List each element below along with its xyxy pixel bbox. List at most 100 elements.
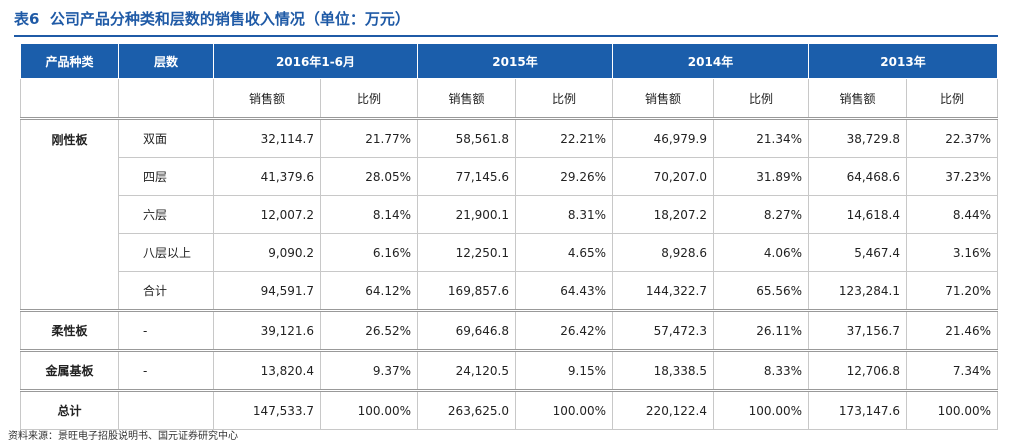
table-title: 表6 公司产品分种类和层数的销售收入情况（单位：万元） [14, 10, 410, 28]
value-cell: 13,820.4 [213, 349, 321, 391]
total-label: 总计 [20, 389, 119, 430]
value-cell: 26.52% [320, 309, 418, 351]
value-cell: 9.15% [515, 349, 613, 391]
value-cell: 46,979.9 [612, 117, 714, 158]
sales-table: 产品种类 层数 2016年1-6月 2015年 2014年 2013年 销售额 比例 销售额 比例… [20, 43, 998, 430]
data-row: 六层 12,007.2 8.14% 21,900.1 8.31% 18,207.2 8.27… [21, 195, 998, 234]
value-cell: 22.37% [906, 117, 998, 158]
value-cell: 6.16% [320, 233, 418, 272]
value-cell: 24,120.5 [417, 349, 516, 391]
value-cell: 21.46% [906, 309, 998, 351]
subheader-cell: 销售额 [213, 78, 321, 119]
value-cell: 7.34% [906, 349, 998, 391]
value-cell: 21,900.1 [417, 195, 516, 234]
value-cell: 70,207.0 [612, 157, 714, 196]
subheader-cell: 比例 [713, 78, 809, 119]
value-cell: 18,338.5 [612, 349, 714, 391]
value-cell: 8.33% [713, 349, 809, 391]
source-note: 资料来源：景旺电子招股说明书、国元证券研究中心 [8, 431, 238, 442]
value-cell: 64.43% [515, 271, 613, 311]
total-row: 总计 147,533.7 100.00% 263,625.0 100.00% 220,12… [20, 389, 998, 430]
data-row: 刚性板 双面 32,114.7 21.77% 58,561.8 22.21% 46,979.… [20, 117, 998, 311]
layer-cell: 八层以上 [118, 233, 214, 272]
layer-cell: 四层 [118, 157, 214, 196]
value-cell: 8.44% [906, 195, 998, 234]
value-cell: 69,646.8 [417, 309, 516, 351]
value-cell: 71.20% [906, 271, 998, 311]
value-cell: 64,468.6 [808, 157, 907, 196]
total-value: 100.00% [320, 389, 418, 430]
value-cell: 8.14% [320, 195, 418, 234]
total-value: 100.00% [713, 389, 809, 430]
value-cell: 32,114.7 [213, 117, 321, 158]
title-rule [14, 35, 998, 37]
value-cell: 64.12% [320, 271, 418, 311]
data-row: 合计 94,591.7 64.12% 169,857.6 64.43% 144,322.7… [21, 271, 998, 311]
value-cell: 26.11% [713, 309, 809, 351]
value-cell: 37.23% [906, 157, 998, 196]
value-cell: 58,561.8 [417, 117, 516, 158]
subheader-cell: 销售额 [612, 78, 714, 119]
header-cell: 2014年 [612, 43, 809, 79]
value-cell: 41,379.6 [213, 157, 321, 196]
total-value: 100.00% [515, 389, 613, 430]
value-cell: 3.16% [906, 233, 998, 272]
value-cell: 37,156.7 [808, 309, 907, 351]
value-cell: 4.65% [515, 233, 613, 272]
value-cell: 21.34% [713, 117, 809, 158]
layer-cell: 双面 [118, 117, 214, 158]
value-cell: 8.31% [515, 195, 613, 234]
value-cell: 77,145.6 [417, 157, 516, 196]
total-value: 263,625.0 [417, 389, 516, 430]
header-cell: 2015年 [417, 43, 613, 79]
value-cell: 14,618.4 [808, 195, 907, 234]
category-cell: 刚性板 [20, 117, 119, 311]
data-row: 八层以上 9,090.2 6.16% 12,250.1 4.65% 8,928.6 4.06… [21, 233, 998, 272]
subheader-cell: 销售额 [808, 78, 907, 119]
subheader-cell: 比例 [515, 78, 613, 119]
value-cell: 9,090.2 [213, 233, 321, 272]
data-row: 四层 41,379.6 28.05% 77,145.6 29.26% 70,207.0 31… [21, 157, 998, 196]
header-cell: 产品种类 [20, 43, 119, 79]
layer-cell: 六层 [118, 195, 214, 234]
value-cell: 57,472.3 [612, 309, 714, 351]
category-cell: 金属基板 [20, 349, 119, 391]
data-row: 柔性板 -39,121.6 26.52% 69,646.8 26.42% 57,472.3… [20, 309, 998, 351]
value-cell: 5,467.4 [808, 233, 907, 272]
layer-cell: - [118, 349, 214, 391]
value-cell: 123,284.1 [808, 271, 907, 311]
layer-cell: - [118, 309, 214, 351]
value-cell: 9.37% [320, 349, 418, 391]
value-cell: 21.77% [320, 117, 418, 158]
value-cell: 39,121.6 [213, 309, 321, 351]
subheader-cell: 销售额 [417, 78, 516, 119]
value-cell: 94,591.7 [213, 271, 321, 311]
value-cell: 12,250.1 [417, 233, 516, 272]
value-cell: 18,207.2 [612, 195, 714, 234]
header-cell: 层数 [118, 43, 214, 79]
value-cell: 8.27% [713, 195, 809, 234]
value-cell: 29.26% [515, 157, 613, 196]
empty-cell [20, 78, 119, 119]
header-row: 产品种类 层数 2016年1-6月 2015年 2014年 2013年 [20, 43, 998, 79]
value-cell: 144,322.7 [612, 271, 714, 311]
total-value: 173,147.6 [808, 389, 907, 430]
total-value: 220,122.4 [612, 389, 714, 430]
empty-cell [118, 78, 214, 119]
total-value: 100.00% [906, 389, 998, 430]
table-head: 产品种类 层数 2016年1-6月 2015年 2014年 2013年 [20, 43, 998, 79]
value-cell: 8,928.6 [612, 233, 714, 272]
value-cell: 28.05% [320, 157, 418, 196]
value-cell: 26.42% [515, 309, 613, 351]
value-cell: 12,007.2 [213, 195, 321, 234]
layer-cell: 合计 [118, 271, 214, 311]
category-cell: 柔性板 [20, 309, 119, 351]
header-cell: 2013年 [808, 43, 998, 79]
value-cell: 169,857.6 [417, 271, 516, 311]
subheader-cell: 比例 [906, 78, 998, 119]
total-value: 147,533.7 [213, 389, 321, 430]
value-cell: 12,706.8 [808, 349, 907, 391]
value-cell: 38,729.8 [808, 117, 907, 158]
header-cell: 2016年1-6月 [213, 43, 418, 79]
